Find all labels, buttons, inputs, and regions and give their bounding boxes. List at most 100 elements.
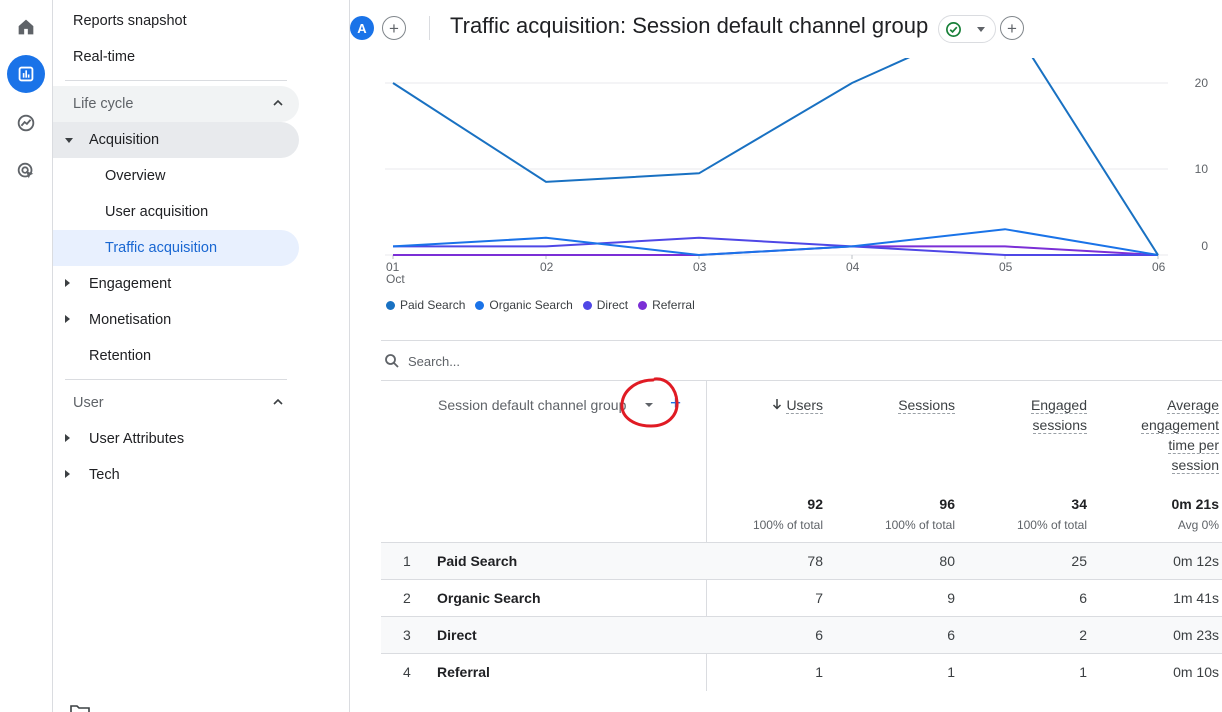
page-title: Traffic acquisition: Session default cha… <box>450 13 929 38</box>
advertising-icon[interactable] <box>7 152 45 190</box>
x-tick-label: 06 <box>1152 260 1166 274</box>
add-filter-button[interactable]: + <box>1000 16 1024 40</box>
table-row[interactable]: 1 Paid Search 78 80 25 0m 12s <box>381 542 1222 579</box>
users-cell: 7 <box>815 590 823 606</box>
nav-label: Tech <box>89 467 120 483</box>
users-cell: 1 <box>815 664 823 680</box>
nav-label: Acquisition <box>89 132 160 148</box>
nav-section-lifecycle[interactable]: Life cycle <box>53 86 299 122</box>
sessions-cell: 80 <box>939 553 955 569</box>
sessions-total: 96 <box>939 496 955 512</box>
x-tick-label: 02 <box>540 260 554 274</box>
x-axis-sublabel: Oct <box>386 272 405 286</box>
avg-engagement-column-header[interactable]: Average engagement time per session <box>1141 395 1219 475</box>
nav-retention[interactable]: Retention <box>89 348 152 364</box>
users-cell: 78 <box>807 553 823 569</box>
nav-divider <box>65 80 287 81</box>
sort-desc-icon <box>772 395 782 415</box>
search-input[interactable] <box>408 353 808 369</box>
nav-engagement[interactable]: Engagement <box>53 266 299 302</box>
series-line-paid-search[interactable] <box>392 58 1159 256</box>
series-line-organic-search[interactable] <box>392 228 1159 257</box>
avg-cell: 1m 41s <box>1173 590 1219 606</box>
header-label: time per <box>1168 437 1219 454</box>
legend-dot <box>386 300 395 310</box>
header-divider <box>429 16 430 40</box>
dimension-header: Session default channel group <box>438 397 627 413</box>
report-navigation: Reports snapshot Real-time Life cycle Ac… <box>53 0 350 712</box>
engaged-sessions-column-header[interactable]: Engaged sessions <box>1030 395 1087 435</box>
row-label: Referral <box>437 664 490 680</box>
avg-cell: 0m 12s <box>1173 553 1219 569</box>
header-label: Sessions <box>898 397 955 414</box>
report-status-dropdown[interactable] <box>938 15 996 43</box>
header-label: Users <box>786 397 823 414</box>
nav-label: User Attributes <box>89 431 185 447</box>
caret-right-icon <box>65 279 70 287</box>
explore-icon[interactable] <box>7 104 45 142</box>
x-tick-label: 04 <box>846 260 860 274</box>
legend-label: Paid Search <box>400 298 466 312</box>
y-tick-label: 0 <box>1201 239 1208 253</box>
series-line-direct[interactable] <box>393 236 1158 256</box>
nav-overview[interactable]: Overview <box>105 168 166 184</box>
nav-realtime[interactable]: Real-time <box>73 49 136 65</box>
legend-item[interactable]: Paid Search <box>386 298 465 312</box>
chevron-up-icon <box>273 398 283 405</box>
caret-right-icon <box>65 470 70 478</box>
x-tick-label: 05 <box>999 260 1013 274</box>
engaged-sessions-total: 34 <box>1071 496 1087 512</box>
reports-icon[interactable] <box>7 55 45 93</box>
avg-cell: 0m 23s <box>1173 627 1219 643</box>
users-total: 92 <box>807 496 823 512</box>
users-column-header[interactable]: Users <box>772 395 823 415</box>
row-label: Organic Search <box>437 590 541 606</box>
engaged-cell: 2 <box>1079 627 1087 643</box>
nav-monetisation[interactable]: Monetisation <box>53 302 299 338</box>
legend-item[interactable]: Organic Search <box>475 298 573 312</box>
sessions-column-header[interactable]: Sessions <box>898 395 955 415</box>
row-index: 4 <box>403 664 411 680</box>
section-label: Life cycle <box>73 96 134 112</box>
nav-user-attributes[interactable]: User Attributes <box>53 421 299 457</box>
sessions-cell: 9 <box>947 590 955 606</box>
sessions-cell: 6 <box>947 627 955 643</box>
table-row[interactable]: 4 Referral 1 1 1 0m 10s <box>381 653 1222 690</box>
dimension-dropdown-icon[interactable] <box>645 403 653 407</box>
legend-label: Organic Search <box>489 298 573 312</box>
x-tick-label: 01 <box>386 260 400 274</box>
legend-item[interactable]: Referral <box>638 298 695 312</box>
caret-down-icon <box>65 138 73 143</box>
table-search <box>381 340 1222 381</box>
nav-section-user[interactable]: User <box>53 385 299 421</box>
header-label: engagement <box>1141 417 1219 434</box>
nav-acquisition[interactable]: Acquisition <box>53 122 299 158</box>
nav-traffic-acquisition[interactable]: Traffic acquisition <box>53 230 299 266</box>
home-icon[interactable] <box>7 8 45 46</box>
table-row[interactable]: 3 Direct 6 6 2 0m 23s <box>381 616 1222 653</box>
caret-right-icon <box>65 434 70 442</box>
legend-dot <box>475 300 485 310</box>
legend-label: Direct <box>596 298 629 312</box>
comparison-avatar[interactable]: A <box>350 16 374 40</box>
header-label: session <box>1171 457 1219 474</box>
folder-icon <box>70 705 90 712</box>
add-dimension-button[interactable]: + <box>670 393 682 414</box>
row-label: Direct <box>437 627 477 643</box>
row-index: 2 <box>403 590 411 606</box>
legend-item[interactable]: Direct <box>582 298 629 312</box>
table-row[interactable]: 2 Organic Search 7 9 6 1m 41s <box>381 579 1222 616</box>
y-tick-label: 20 <box>1195 76 1209 90</box>
legend-dot <box>638 300 648 310</box>
engaged-cell: 25 <box>1071 553 1087 569</box>
header-label: sessions <box>1032 417 1087 434</box>
check-circle-icon <box>946 21 961 37</box>
nav-user-acquisition[interactable]: User acquisition <box>105 204 209 220</box>
nav-reports-snapshot[interactable]: Reports snapshot <box>73 13 187 29</box>
nav-tech[interactable]: Tech <box>53 457 299 493</box>
engaged-cell: 1 <box>1079 664 1087 680</box>
add-comparison-button[interactable]: + <box>382 16 406 40</box>
engaged-sessions-total-sub: 100% of total <box>1016 518 1087 532</box>
users-total-sub: 100% of total <box>752 518 823 532</box>
y-tick-label: 10 <box>1195 162 1209 176</box>
